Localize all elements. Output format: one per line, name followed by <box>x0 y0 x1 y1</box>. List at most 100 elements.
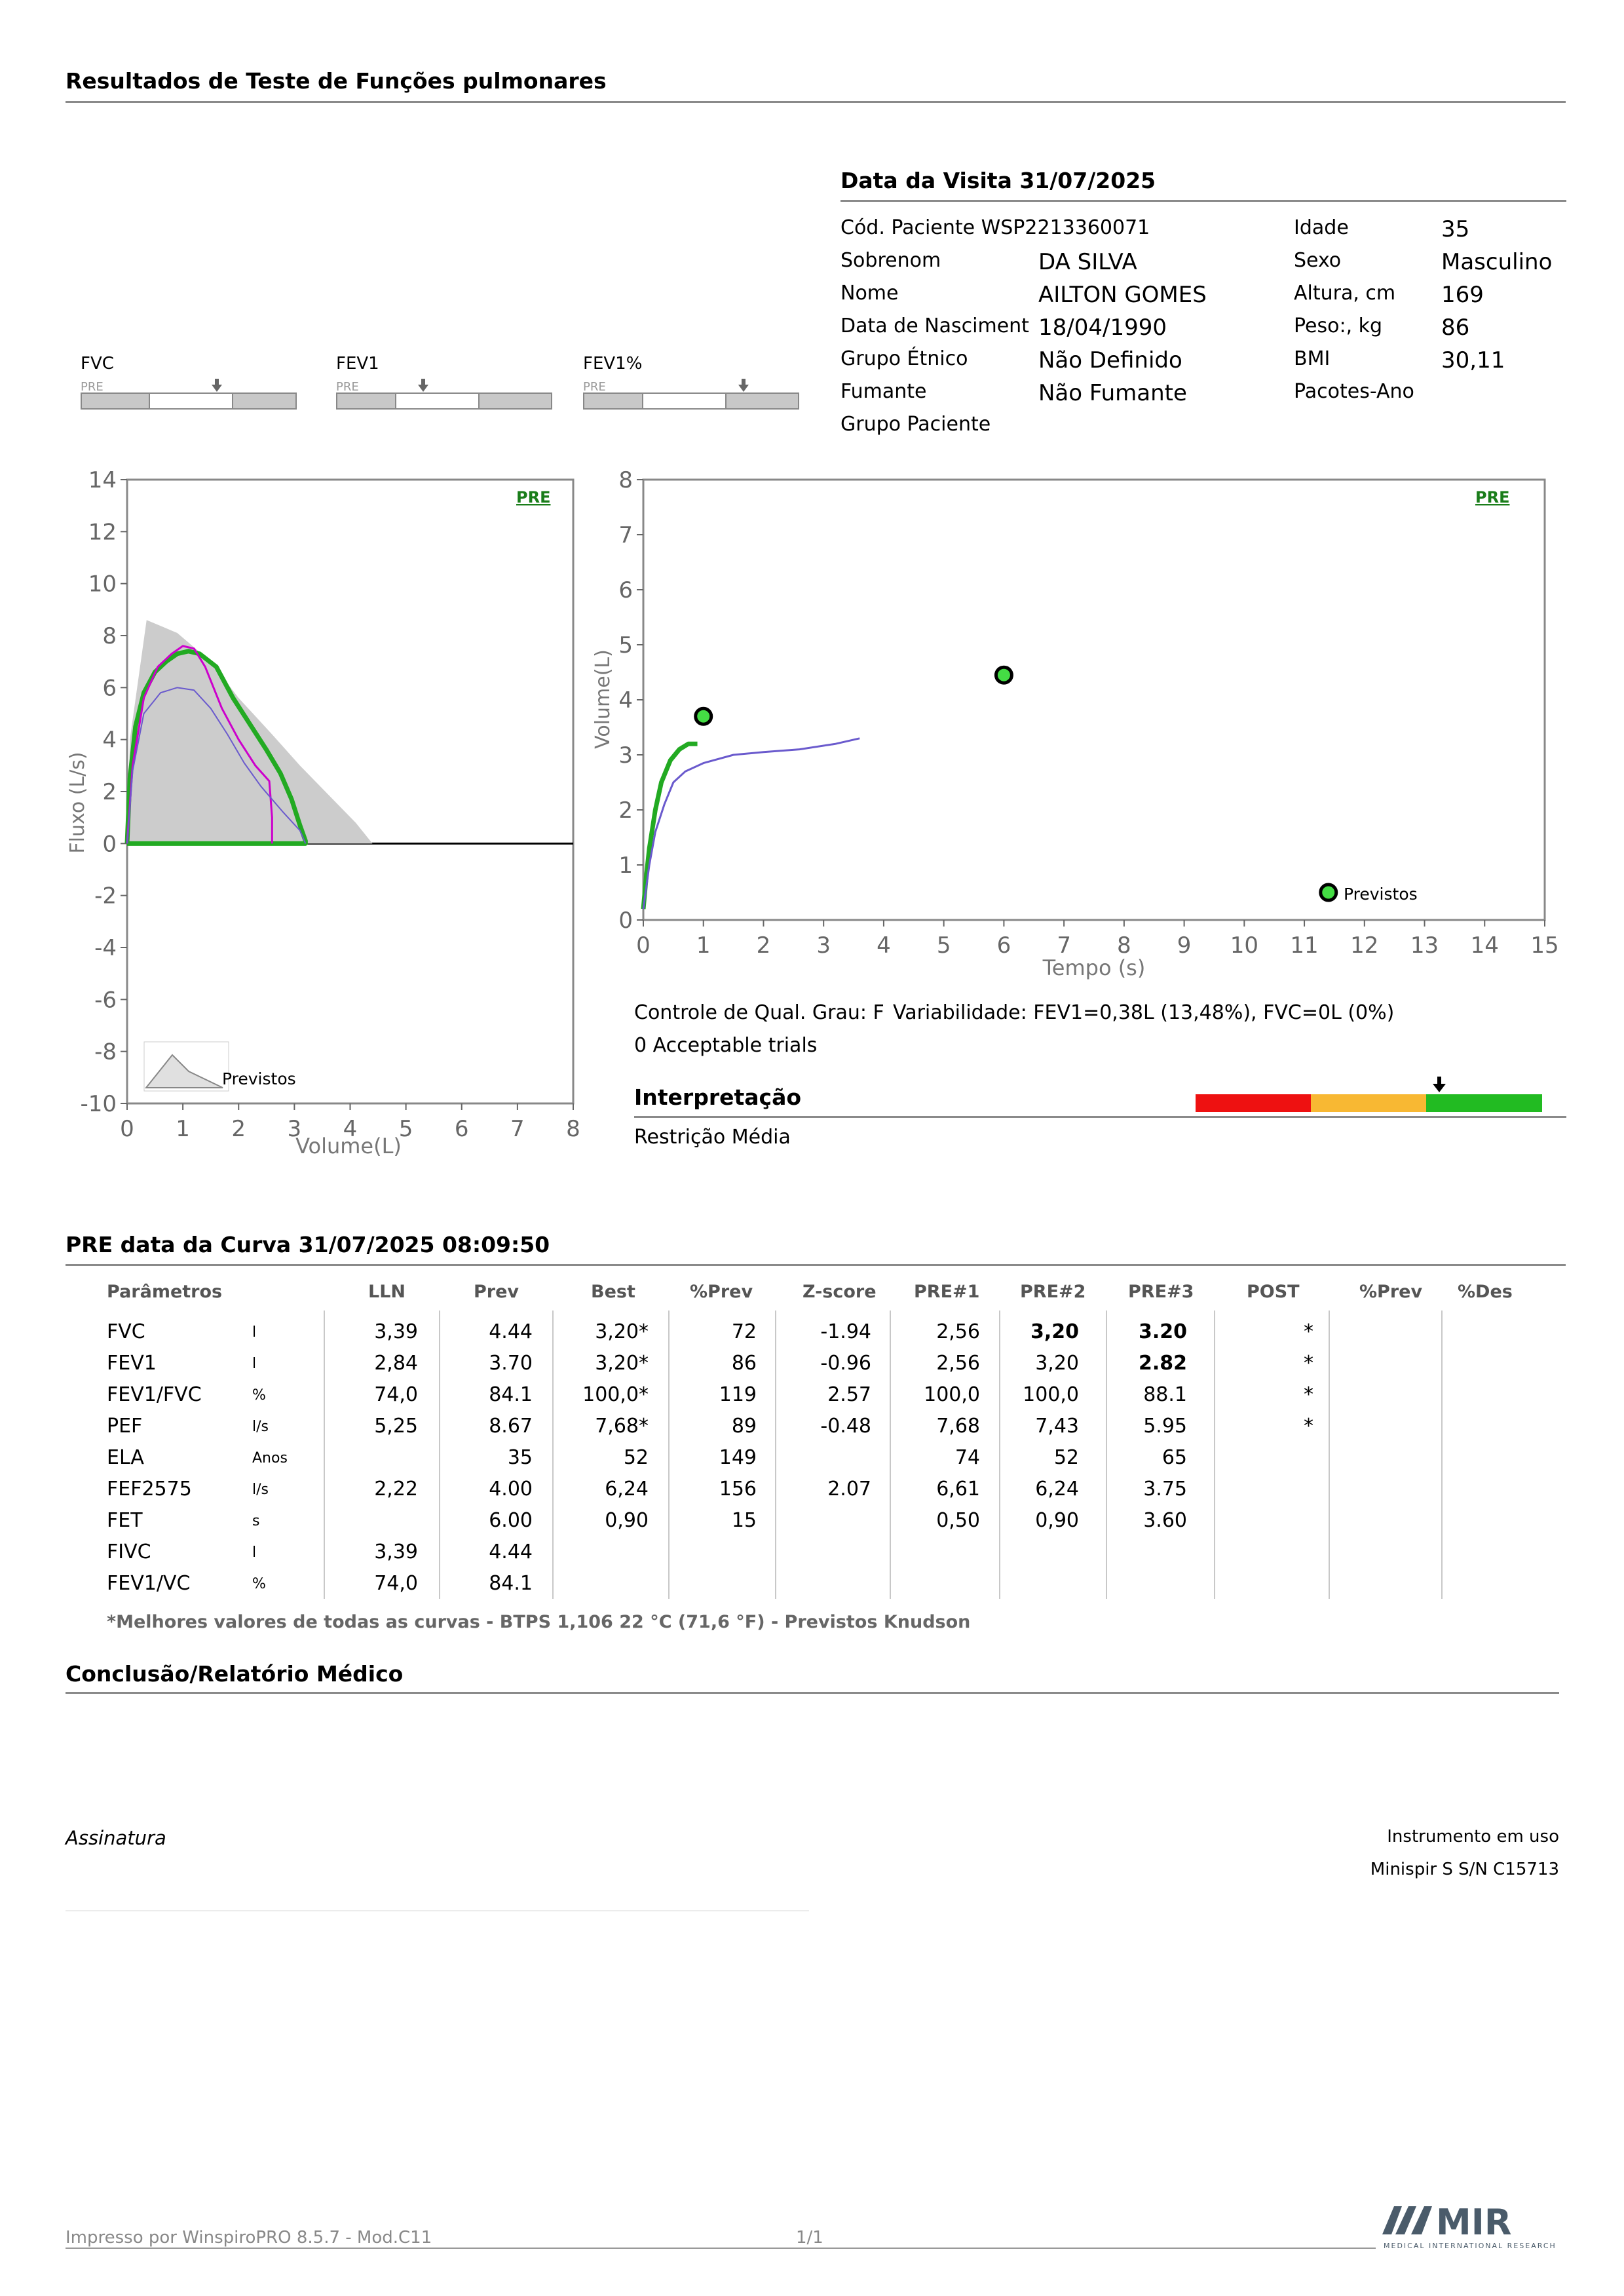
vt-x-tick: 4 <box>877 932 891 959</box>
table-cell-p1: 2,56 <box>936 1320 980 1343</box>
indicator-label: FEV1% <box>583 354 643 373</box>
vt-series <box>641 737 860 909</box>
table-cell-pprev: 15 <box>731 1509 757 1532</box>
table-cell-z: -1.94 <box>820 1320 871 1343</box>
table-cell-prev: 3.70 <box>489 1352 533 1375</box>
flow-series-line-1 <box>126 645 273 844</box>
instrument-value: Minispir S S/N C15713 <box>1370 1860 1559 1879</box>
indicator-bar <box>583 392 799 410</box>
table-cell-prev: 84.1 <box>489 1383 533 1406</box>
table-cell-pprev: 119 <box>719 1383 757 1406</box>
flow-pre-label: PRE <box>516 488 550 507</box>
table-divider <box>439 1311 440 1599</box>
conclusion-rule <box>66 1692 1559 1694</box>
table-cell-z: -0.48 <box>820 1415 871 1438</box>
table-divider <box>890 1311 891 1599</box>
vt-xlabel: Tempo (s) <box>1042 955 1146 980</box>
flow-x-tick: 3 <box>288 1116 302 1142</box>
vt-y-tick: 8 <box>618 467 633 493</box>
visit-value: 18/04/1990 <box>1038 315 1167 341</box>
visit-value: 86 <box>1441 315 1470 341</box>
table-cell-pprev: 89 <box>731 1415 757 1438</box>
table-param: FEV1/FVC <box>107 1383 202 1406</box>
table-cell-p1: 2,56 <box>936 1352 980 1375</box>
interpretation-title: Interpretação <box>634 1084 802 1110</box>
table-header: %Des <box>1458 1282 1513 1302</box>
table-cell-lln: 5,25 <box>374 1415 418 1438</box>
vt-x-tick: 9 <box>1177 932 1192 959</box>
flow-y-tick: 0 <box>102 831 117 857</box>
table-header: PRE#3 <box>1128 1282 1194 1302</box>
vt-legend: Previstos <box>1344 885 1418 904</box>
vt-x-tick: 12 <box>1350 932 1378 959</box>
indicator-bar <box>81 392 297 410</box>
visit-value: 30,11 <box>1441 347 1505 373</box>
table-cell-p2: 7,43 <box>1035 1415 1079 1438</box>
interpretation-arrow-icon <box>1433 1077 1446 1092</box>
table-cell-pprev: 86 <box>731 1352 757 1375</box>
table-divider <box>775 1311 776 1599</box>
table-cell-p3: 3.20 <box>1138 1320 1187 1343</box>
table-cell-p3: 65 <box>1161 1446 1187 1469</box>
table-param: FVC <box>107 1320 145 1343</box>
table-header: Z-score <box>803 1282 877 1302</box>
table-unit: l <box>252 1324 257 1341</box>
table-param: ELA <box>107 1446 144 1469</box>
table-unit: l/s <box>252 1419 269 1435</box>
flow-y-tick: 14 <box>88 467 117 493</box>
quality-variability: Variabilidade: FEV1=0,38L (13,48%), FVC=… <box>893 1001 1395 1024</box>
table-divider <box>1441 1311 1443 1599</box>
table-cell-p2: 52 <box>1053 1446 1079 1469</box>
visit-label: Idade <box>1294 216 1349 239</box>
interpretation-yellow <box>1311 1094 1426 1112</box>
vt-predicted-point <box>994 665 1013 685</box>
table-header: POST <box>1247 1282 1300 1302</box>
indicator-tag: PRE <box>81 380 104 394</box>
signature-line <box>66 1910 809 1911</box>
flow-xlabel: Volume(L) <box>295 1134 402 1158</box>
flow-legend-icon <box>144 1054 223 1088</box>
visit-value: Masculino <box>1441 249 1553 275</box>
table-cell-p2: 100,0 <box>1023 1383 1079 1406</box>
flow-series-line-0 <box>124 649 308 846</box>
table-cell-lln: 2,22 <box>374 1478 418 1501</box>
table-cell-best: 3,20* <box>595 1352 649 1375</box>
flow-y-tick: 10 <box>88 571 117 598</box>
vt-predicted-points <box>694 665 1338 902</box>
vt-x-tick: 6 <box>997 932 1011 959</box>
vt-x-tick: 8 <box>1117 932 1131 959</box>
visit-value: Não Fumante <box>1038 380 1187 406</box>
table-cell-post: * <box>1304 1415 1313 1438</box>
visit-rule <box>840 200 1566 202</box>
vt-y-tick: 3 <box>618 742 633 769</box>
flow-y-tick: -10 <box>80 1091 117 1117</box>
table-cell-p1: 7,68 <box>936 1415 980 1438</box>
table-param: FEF2575 <box>107 1478 192 1501</box>
table-cell-p2: 3,20 <box>1030 1320 1079 1343</box>
indicator-arrow-icon <box>738 379 749 392</box>
visit-value: Não Definido <box>1038 347 1182 373</box>
table-divider <box>1106 1311 1107 1599</box>
indicator-tag: PRE <box>583 380 606 394</box>
table-divider <box>999 1311 1000 1599</box>
table-cell-post: * <box>1304 1320 1313 1343</box>
flow-x-tick: 4 <box>343 1116 358 1142</box>
table-unit: % <box>252 1576 266 1592</box>
vt-x-tick: 14 <box>1471 932 1499 959</box>
visit-label: Peso:, kg <box>1294 315 1383 337</box>
flow-y-tick: 4 <box>102 727 117 754</box>
quality-control: Controle de Qual. Grau: F <box>634 1001 884 1024</box>
vt-x-tick: 5 <box>937 932 951 959</box>
vt-y-tick: 5 <box>618 632 633 659</box>
visit-label: Sexo <box>1294 249 1342 272</box>
visit-title: Data da Visita 31/07/2025 <box>840 168 1156 193</box>
table-divider <box>552 1311 554 1599</box>
table-cell-post: * <box>1304 1383 1313 1406</box>
instrument-label: Instrumento em uso <box>1387 1827 1559 1846</box>
table-cell-p3: 88.1 <box>1143 1383 1187 1406</box>
indicator-arrow-icon <box>418 379 428 392</box>
curve-title: PRE data da Curva 31/07/2025 08:09:50 <box>66 1232 550 1257</box>
table-cell-lln: 74,0 <box>374 1383 418 1406</box>
